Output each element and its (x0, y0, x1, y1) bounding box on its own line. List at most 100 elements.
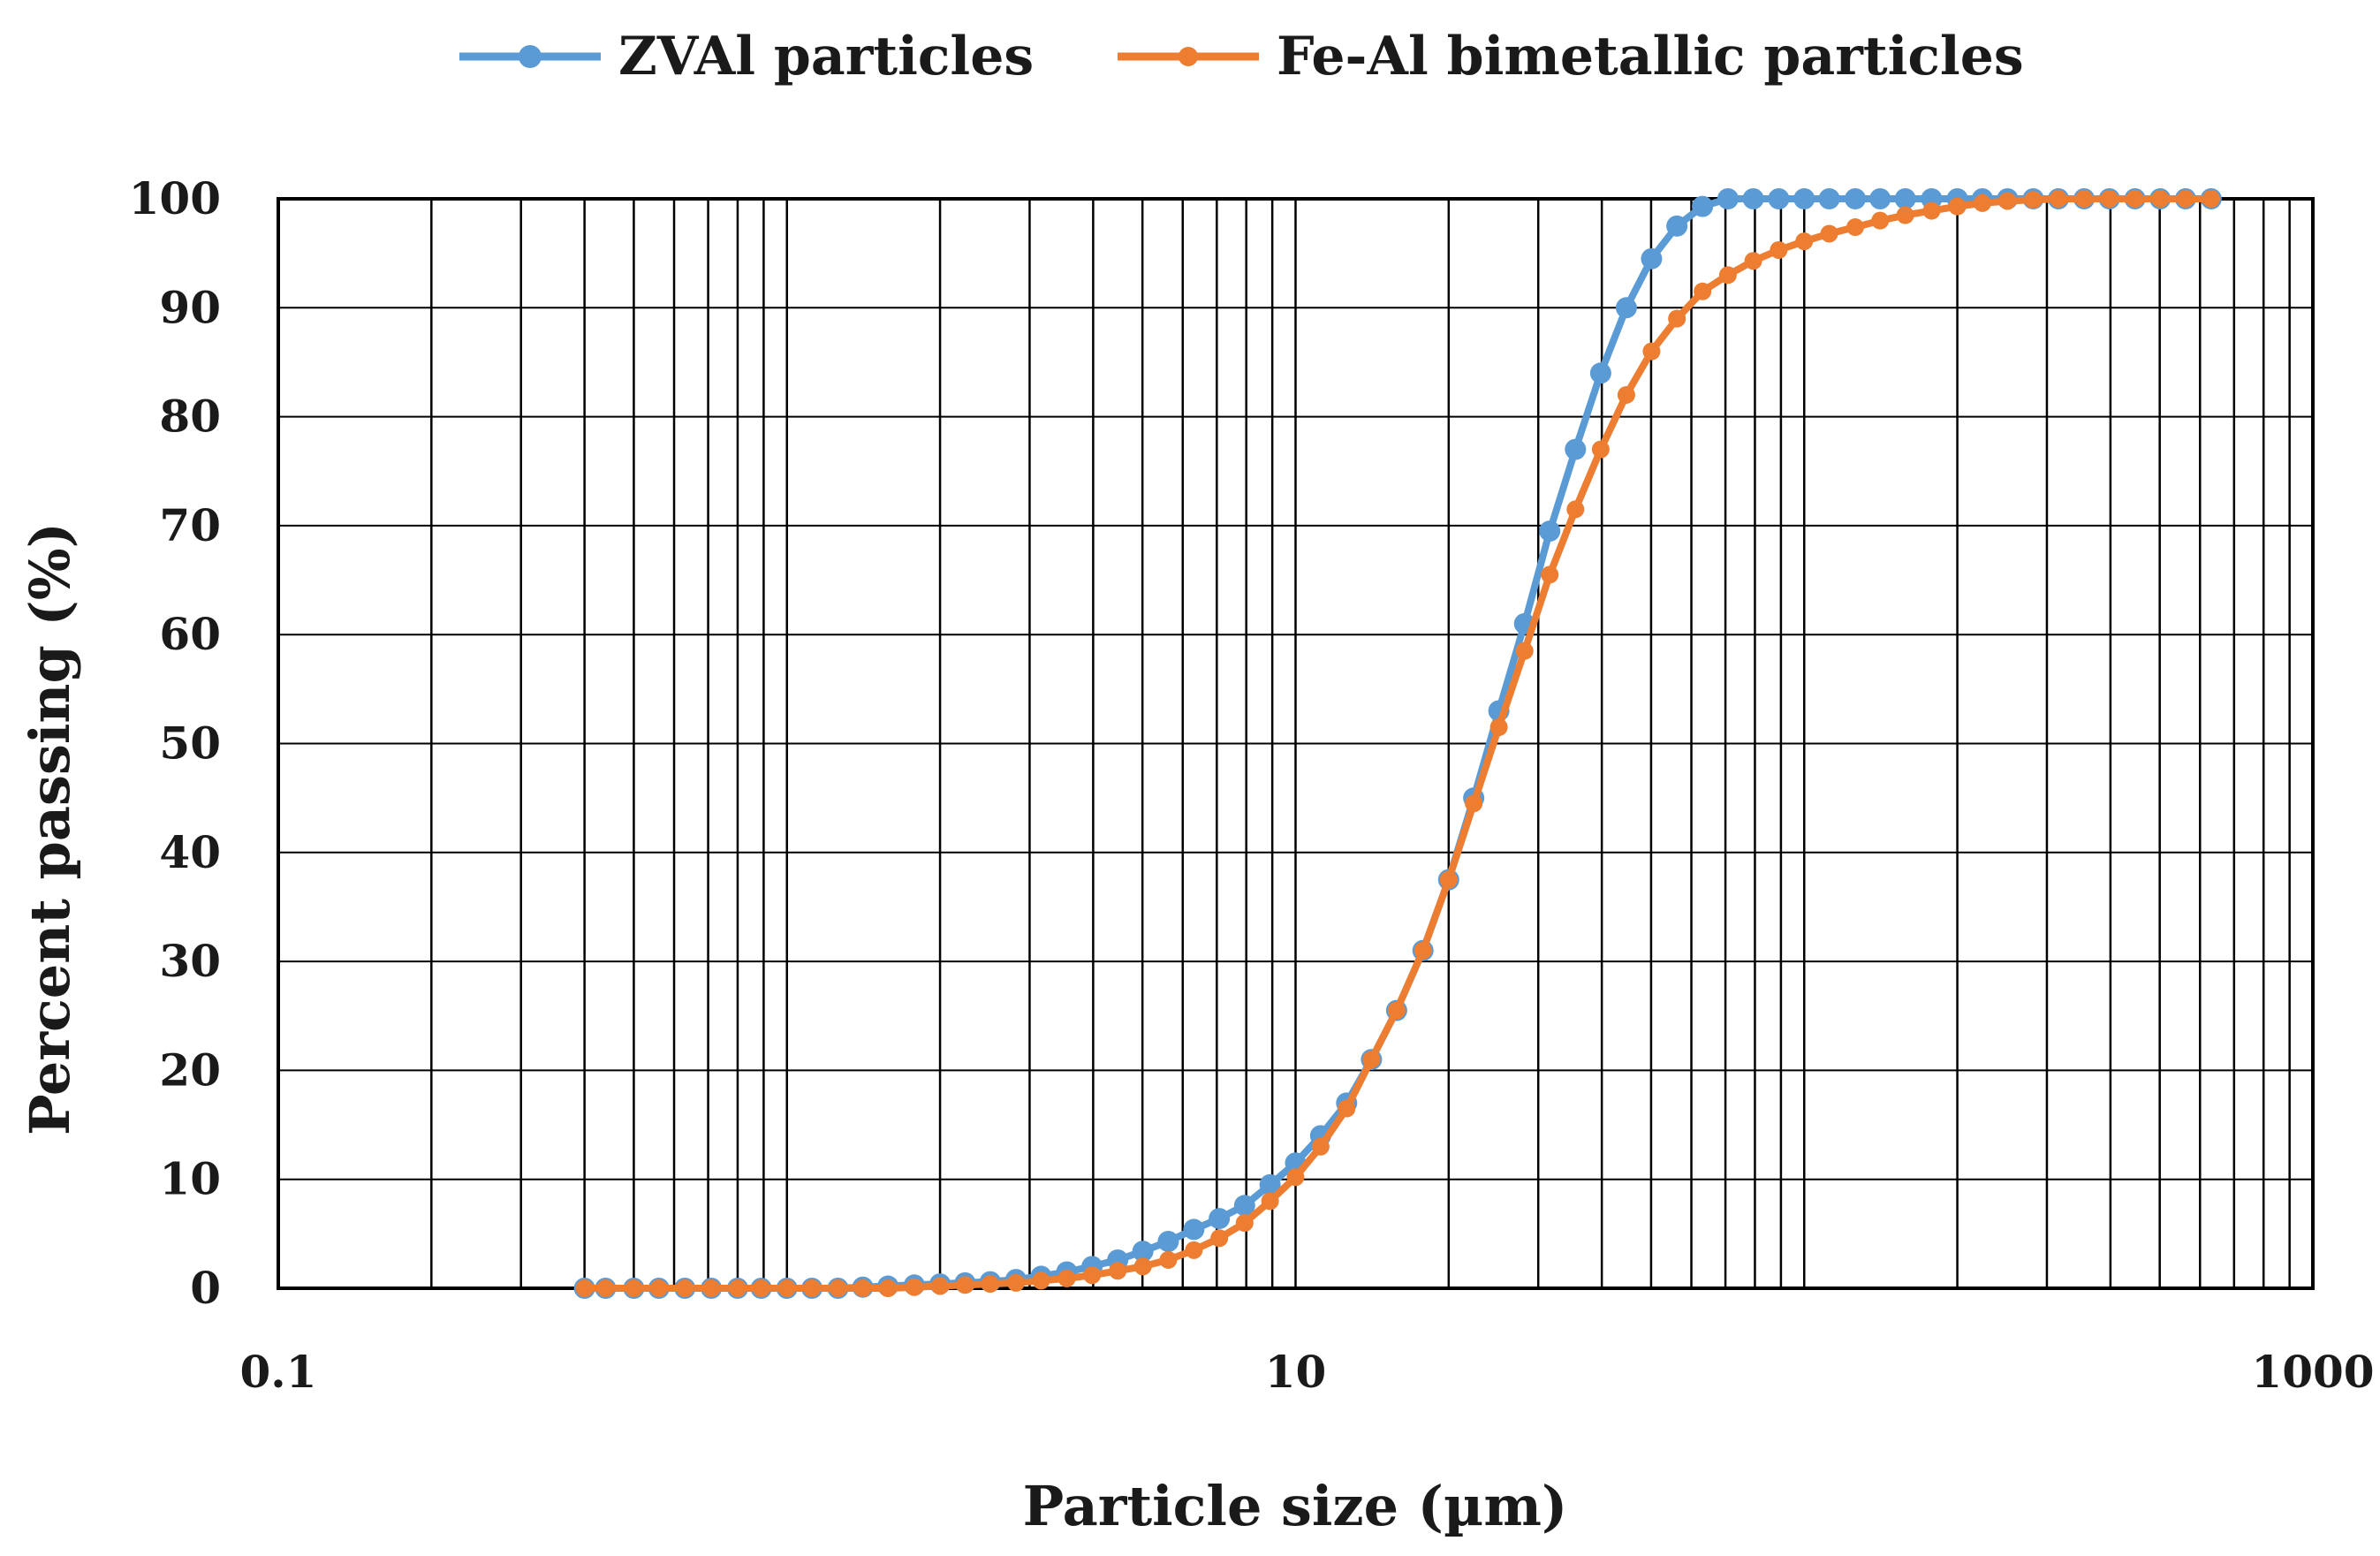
data-point (1057, 1269, 1076, 1287)
data-point (1465, 794, 1483, 813)
y-tick-label: 0 (190, 1262, 221, 1314)
x-tick-label: 1000 (2251, 1346, 2374, 1398)
data-point (956, 1276, 974, 1294)
y-tick-label: 100 (129, 172, 221, 224)
data-point (1922, 201, 1941, 220)
data-point (1641, 247, 1663, 269)
data-point (1235, 1214, 1254, 1233)
y-tick-label: 20 (159, 1044, 221, 1096)
x-axis-title: Particle size (µm) (1023, 1474, 1568, 1538)
data-point (1233, 1195, 1255, 1217)
data-point (1133, 1257, 1152, 1276)
data-point (1311, 1137, 1330, 1156)
data-point (1209, 1208, 1231, 1230)
data-point (728, 1279, 747, 1297)
data-point (625, 1279, 643, 1297)
data-point (1744, 252, 1762, 270)
data-point (1845, 188, 1867, 209)
data-point (2176, 190, 2194, 208)
x-tick-label: 10 (1265, 1346, 1327, 1398)
data-point (1159, 1250, 1178, 1269)
data-point (1439, 870, 1458, 889)
data-point (1565, 438, 1587, 460)
data-point (2126, 190, 2144, 208)
y-tick-label: 70 (159, 499, 221, 551)
data-point (1871, 211, 1890, 230)
data-point (1768, 188, 1790, 209)
series-layer (573, 188, 2222, 1299)
data-point (1818, 188, 1840, 209)
data-point (905, 1278, 923, 1296)
y-axis-title: Percent passing (%) (18, 522, 82, 1135)
data-point (1286, 1168, 1305, 1187)
data-point (1692, 195, 1714, 217)
data-point (1948, 197, 1967, 216)
data-point (2151, 190, 2170, 208)
y-tick-label: 90 (159, 281, 221, 333)
series-feal (575, 190, 2220, 1297)
data-point (1387, 1001, 1406, 1020)
data-point (1869, 188, 1891, 209)
data-point (1718, 266, 1737, 285)
data-point (879, 1279, 898, 1297)
data-point (1666, 215, 1688, 237)
data-point (1006, 1273, 1025, 1292)
data-point (829, 1279, 847, 1297)
data-point (1489, 718, 1508, 737)
data-point (1717, 188, 1739, 209)
legend-marker-zval (519, 45, 542, 68)
data-point (1742, 188, 1764, 209)
data-point (981, 1275, 999, 1294)
data-point (1770, 240, 1788, 259)
data-point (1210, 1229, 1229, 1248)
data-point (1183, 1218, 1205, 1241)
y-tick-label: 30 (159, 935, 221, 987)
data-point (1894, 188, 1916, 209)
data-point (1820, 224, 1838, 243)
data-point (1694, 282, 1712, 300)
data-point (1185, 1241, 1203, 1259)
data-point (1998, 192, 2017, 210)
data-point (752, 1279, 770, 1297)
y-tick-label: 80 (159, 391, 221, 443)
data-point (1589, 362, 1611, 384)
y-tick-labels: 0 10 20 30 40 50 60 70 80 90 100 (129, 172, 221, 1314)
data-point (1515, 641, 1534, 660)
data-point (803, 1279, 822, 1297)
data-point (1896, 206, 1914, 224)
data-point (2049, 190, 2067, 208)
data-point (1362, 1051, 1381, 1069)
y-tick-label: 40 (159, 826, 221, 878)
data-point (853, 1279, 872, 1297)
data-point (931, 1277, 950, 1295)
grid (278, 199, 2313, 1288)
data-point (649, 1279, 668, 1297)
data-point (777, 1279, 796, 1297)
data-point (1846, 218, 1865, 237)
y-tick-label: 10 (159, 1153, 221, 1205)
x-tick-label: 0.1 (240, 1346, 317, 1398)
data-point (1083, 1266, 1102, 1285)
y-tick-label: 60 (159, 608, 221, 660)
data-point (1615, 297, 1637, 319)
data-point (1338, 1099, 1356, 1118)
legend: ZVAl particles Fe-Al bimetallic particle… (459, 26, 2024, 87)
data-point (1541, 565, 1559, 584)
data-point (2075, 190, 2094, 208)
y-tick-label: 50 (159, 717, 221, 770)
data-point (2202, 190, 2220, 208)
data-point (596, 1279, 615, 1297)
data-point (1668, 309, 1686, 328)
legend-label-feal: Fe-Al bimetallic particles (1277, 26, 2024, 87)
data-point (1793, 188, 1815, 209)
data-point (575, 1279, 594, 1297)
data-point (1157, 1230, 1179, 1252)
data-point (1973, 194, 1991, 212)
data-point (676, 1279, 694, 1297)
data-point (1642, 342, 1661, 361)
data-point (1617, 385, 1635, 404)
plot-area-frame (277, 197, 2315, 1290)
data-point (1261, 1192, 1279, 1211)
